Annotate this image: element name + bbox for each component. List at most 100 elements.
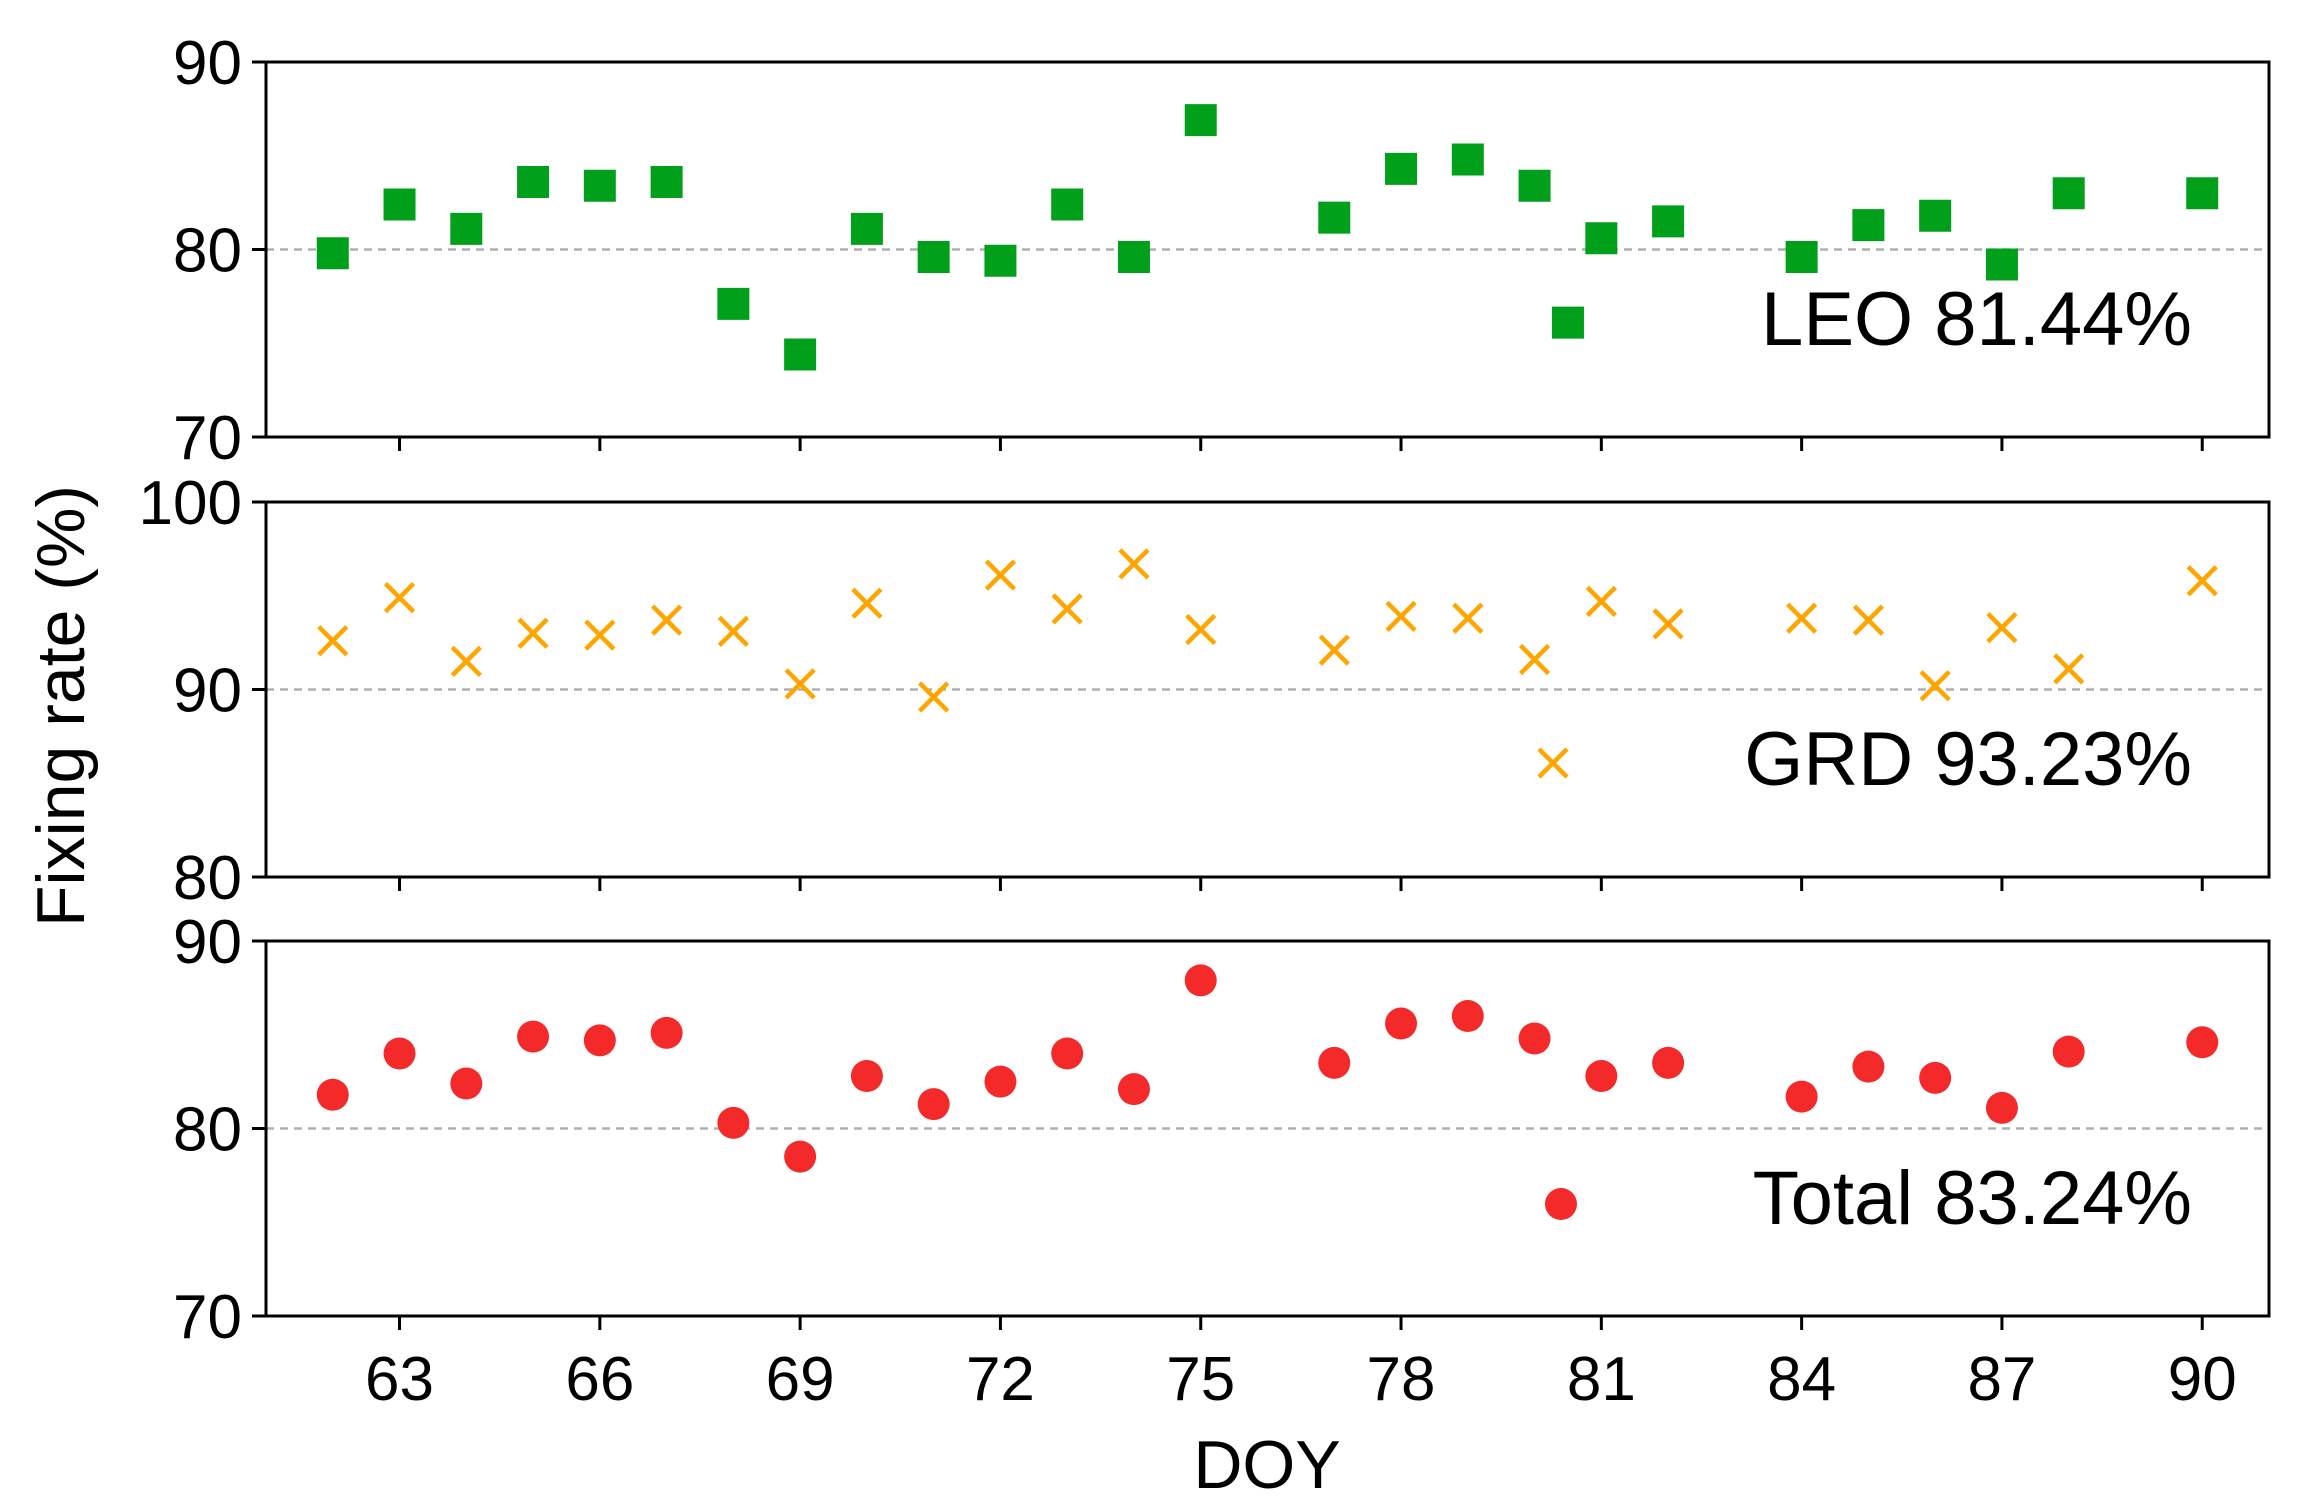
- leo-point-20: [1652, 205, 1685, 238]
- leo-point-22: [1852, 209, 1885, 242]
- leo-point-14: [1318, 201, 1351, 234]
- total-y-tick-label-70: 70: [173, 1283, 242, 1352]
- leo-point-0: [316, 237, 349, 270]
- grd-point-14: [1318, 634, 1350, 666]
- panel-leo: 70 80 90 LEO 81.44%: [173, 29, 2271, 473]
- grd-point-4: [584, 619, 616, 651]
- total-point-16: [1451, 1000, 1484, 1032]
- leo-point-12: [1117, 241, 1150, 273]
- grd-point-7: [784, 668, 816, 700]
- grd-point-8: [851, 587, 883, 619]
- total-point-0: [316, 1078, 349, 1111]
- total-point-24: [2052, 1035, 2085, 1068]
- total-point-2: [450, 1067, 483, 1100]
- total-point-21: [1852, 1050, 1885, 1083]
- panel-total: 70 80 90 Total 83.24%: [173, 908, 2271, 1352]
- leo-point-1: [383, 188, 416, 221]
- x-tick-label-72: 72: [966, 1345, 1035, 1414]
- grd-legend-label: GRD 93.23%: [1744, 717, 2192, 802]
- grd-point-5: [651, 604, 683, 636]
- total-point-20: [1785, 1080, 1818, 1113]
- grd-y-tick-label-90: 90: [173, 657, 242, 726]
- leo-point-6: [717, 287, 750, 320]
- leo-point-21: [1785, 241, 1818, 273]
- total-point-14: [1318, 1046, 1351, 1079]
- leo-point-2: [450, 212, 483, 245]
- total-point-1: [383, 1037, 416, 1070]
- total-point-12: [1117, 1073, 1150, 1106]
- x-tick-label-87: 87: [1967, 1345, 2036, 1414]
- x-axis: 63 66 69 72 75 78 81 84 87 90: [365, 1345, 2237, 1414]
- leo-y-tick-label-80: 80: [173, 217, 242, 286]
- grd-legend-marker: [1537, 747, 1569, 779]
- leo-point-13: [1184, 104, 1217, 137]
- grd-point-3: [517, 617, 549, 649]
- leo-point-7: [784, 338, 817, 371]
- x-axis-title: DOY: [1193, 1427, 1340, 1503]
- total-point-18: [1585, 1060, 1618, 1092]
- total-point-9: [917, 1088, 950, 1121]
- leo-point-26: [2186, 177, 2219, 210]
- x-tick-label-66: 66: [565, 1345, 634, 1414]
- grd-point-16: [1452, 602, 1484, 634]
- total-point-7: [784, 1140, 817, 1173]
- total-y-tick-label-90: 90: [173, 908, 242, 977]
- grd-y-tick-label-80: 80: [173, 844, 242, 913]
- total-point-17: [1518, 1022, 1551, 1055]
- total-point-5: [650, 1016, 683, 1049]
- grd-y-tick-label-100: 100: [139, 469, 242, 538]
- total-point-22: [1919, 1061, 1952, 1094]
- total-point-25: [2186, 1026, 2219, 1059]
- x-tick-label-69: 69: [766, 1345, 835, 1414]
- grd-point-9: [918, 681, 950, 713]
- total-point-6: [717, 1106, 750, 1139]
- x-tick-label-81: 81: [1567, 1345, 1636, 1414]
- leo-point-9: [917, 241, 950, 273]
- total-point-3: [517, 1020, 550, 1053]
- leo-point-10: [984, 244, 1017, 277]
- total-point-23: [1985, 1091, 2018, 1124]
- grd-point-19: [1652, 608, 1684, 640]
- total-point-15: [1385, 1007, 1418, 1040]
- grd-point-1: [383, 582, 416, 614]
- panel-grd: 80 90 100 GRD 93.23%: [139, 469, 2271, 913]
- total-y-tick-label-80: 80: [173, 1096, 242, 1165]
- grd-point-6: [717, 615, 749, 647]
- x-tick-label-78: 78: [1367, 1345, 1436, 1414]
- total-point-19: [1652, 1046, 1685, 1079]
- leo-point-17: [1518, 169, 1551, 202]
- grd-point-11: [1051, 593, 1083, 625]
- total-point-11: [1051, 1037, 1084, 1070]
- x-tick-label-75: 75: [1166, 1345, 1235, 1414]
- x-tick-label-90: 90: [2168, 1345, 2237, 1414]
- grd-point-22: [1919, 670, 1951, 702]
- grd-point-25: [2186, 565, 2218, 597]
- leo-y-tick-label-90: 90: [173, 29, 242, 98]
- grd-point-0: [317, 625, 349, 657]
- leo-point-5: [650, 166, 683, 198]
- grd-point-12: [1118, 548, 1150, 580]
- leo-point-11: [1051, 188, 1084, 221]
- leo-legend-label: LEO 81.44%: [1761, 277, 2192, 362]
- leo-point-4: [583, 169, 616, 202]
- leo-point-18: [1551, 306, 1584, 339]
- grd-point-10: [984, 559, 1017, 591]
- total-point-4: [583, 1024, 616, 1057]
- total-legend-marker: [1545, 1188, 1577, 1220]
- leo-point-23: [1919, 199, 1952, 232]
- total-legend-label: Total 83.24%: [1753, 1156, 2192, 1241]
- grd-point-18: [1585, 585, 1617, 617]
- x-tick-label-84: 84: [1767, 1345, 1836, 1414]
- x-tick-label-63: 63: [365, 1345, 434, 1414]
- leo-point-8: [850, 212, 883, 245]
- grd-point-13: [1185, 613, 1217, 646]
- leo-point-16: [1451, 143, 1484, 176]
- leo-point-19: [1585, 222, 1618, 255]
- grd-point-20: [1786, 602, 1818, 634]
- grd-point-2: [450, 645, 482, 677]
- leo-point-15: [1385, 152, 1418, 185]
- leo-y-tick-label-70: 70: [173, 404, 242, 473]
- leo-point-24: [1985, 248, 2018, 281]
